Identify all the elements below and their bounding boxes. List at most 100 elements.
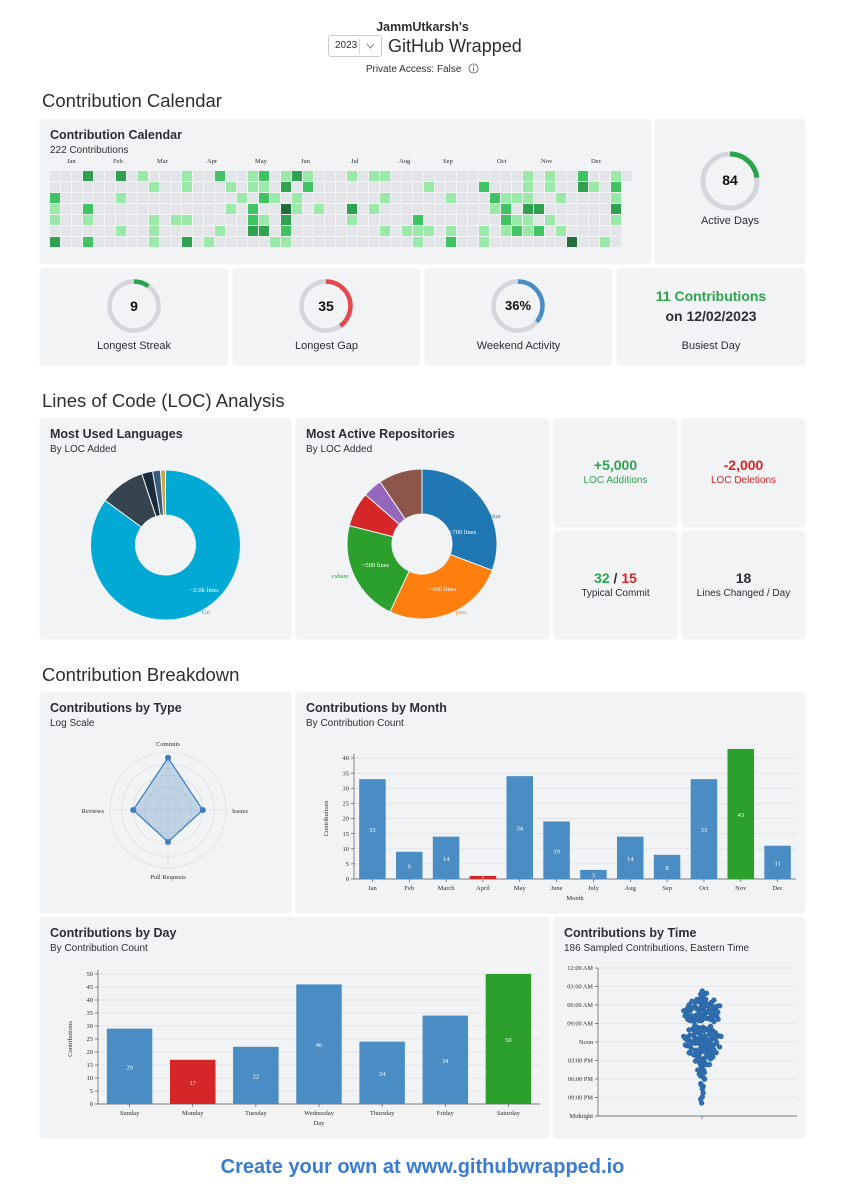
calendar-day-cell (94, 215, 104, 225)
calendar-day-cell (413, 237, 423, 247)
calendar-day-cell (281, 204, 291, 214)
private-access-row: Private Access: False (0, 63, 845, 75)
calendar-day-cell (270, 182, 280, 192)
calendar-day-cell (424, 204, 434, 214)
calendar-day-cell (611, 237, 621, 247)
x-tick-label: Monday (182, 1110, 204, 1117)
calendar-day-cell (182, 171, 192, 181)
page-title: GitHub Wrapped (388, 36, 522, 56)
calendar-day-cell (182, 215, 192, 225)
longest-gap-value: 35 (318, 298, 334, 314)
y-tick-label: 5 (90, 1088, 93, 1095)
bar-thursday (359, 1041, 405, 1104)
calendar-day-cell (501, 226, 511, 236)
y-tick-label: 15 (343, 831, 350, 838)
longest-streak-value: 9 (130, 298, 138, 314)
x-tick-label: Thursday (370, 1110, 395, 1117)
calendar-day-cell (215, 204, 225, 214)
calendar-day-cell (182, 237, 192, 247)
calendar-day-cell (457, 237, 467, 247)
section-title-breakdown: Contribution Breakdown (42, 664, 240, 685)
calendar-day-cell (556, 193, 566, 203)
calendar-day-cell (611, 215, 621, 225)
loc-additions-card: +5,000 LOC Additions (554, 418, 677, 526)
calendar-day-cell (314, 204, 324, 214)
bar-data-label: 9 (408, 863, 411, 870)
calendar-day-cell (237, 182, 247, 192)
calendar-day-cell (424, 182, 434, 192)
x-axis-title: Month (566, 895, 584, 902)
ring-progress (299, 279, 353, 333)
y-tick-label: 25 (87, 1036, 94, 1043)
calendar-day-cell (358, 193, 368, 203)
typical-commit-value: 32 / 15 (554, 570, 677, 586)
footer-cta-link[interactable]: Create your own at www.githubwrapped.io (220, 1156, 625, 1178)
y-tick-label: 5 (346, 861, 349, 868)
calendar-day-cell (545, 182, 555, 192)
calendar-day-cell (424, 237, 434, 247)
calendar-day-cell (512, 171, 522, 181)
calendar-day-cell (578, 237, 588, 247)
calendar-day-cell (468, 171, 478, 181)
calendar-day-cell (545, 226, 555, 236)
calendar-day-cell (446, 193, 456, 203)
calendar-day-cell (358, 182, 368, 192)
calendar-day-cell (556, 171, 566, 181)
weekend-activity-card: 36% Weekend Activity (425, 268, 612, 364)
time-card: Contributions by Time 186 Sampled Contri… (554, 917, 805, 1137)
calendar-day-cell (281, 215, 291, 225)
calendar-day-cell (435, 204, 445, 214)
calendar-day-cell (61, 204, 71, 214)
calendar-day-cell (567, 215, 577, 225)
calendar-day-cell (50, 193, 60, 203)
calendar-day-cell (380, 237, 390, 247)
calendar-day-cell (237, 193, 247, 203)
calendar-day-cell (369, 171, 379, 181)
lines-per-day-card: 18 Lines Changed / Day (682, 531, 805, 638)
calendar-day-cell (237, 226, 247, 236)
year-select[interactable]: 2023 (328, 35, 382, 57)
typical-commit-deletions: 15 (621, 570, 637, 586)
bar-feb (395, 851, 423, 879)
time-point (696, 1071, 702, 1077)
calendar-day-cell (523, 226, 533, 236)
info-icon[interactable] (468, 63, 479, 74)
calendar-day-cell (479, 171, 489, 181)
time-tick-label: 03:00 AM (567, 984, 593, 991)
calendar-day-cell (83, 182, 93, 192)
day-title: Contributions by Day (50, 926, 177, 940)
calendar-day-cell (534, 193, 544, 203)
x-tick-label: Aug (625, 885, 637, 892)
calendar-day-cell (512, 237, 522, 247)
y-tick-label: 15 (87, 1062, 94, 1069)
radar-axis-label: Pull Requests (150, 874, 186, 881)
calendar-day-cell (369, 193, 379, 203)
calendar-day-cell (490, 204, 500, 214)
calendar-day-cell (171, 237, 181, 247)
calendar-day-cell (523, 204, 533, 214)
calendar-day-cell (160, 215, 170, 225)
bar-data-label: 19 (553, 848, 560, 855)
time-tick-label: 06:00 PM (568, 1076, 593, 1083)
calendar-day-cell (325, 226, 335, 236)
calendar-day-cell (182, 182, 192, 192)
y-tick-label: 0 (90, 1101, 93, 1108)
calendar-day-cell (83, 204, 93, 214)
calendar-day-cell (413, 182, 423, 192)
calendar-day-cell (468, 182, 478, 192)
calendar-day-cell (138, 215, 148, 225)
calendar-month-label: Jun (301, 158, 311, 165)
calendar-day-cell (215, 193, 225, 203)
calendar-day-cell (314, 171, 324, 181)
calendar-day-cell (589, 171, 599, 181)
calendar-day-cell (347, 226, 357, 236)
calendar-day-cell (501, 193, 511, 203)
type-radar-chart: Commits Issues Pull Requests Reviews (82, 741, 249, 881)
calendar-day-cell (171, 215, 181, 225)
calendar-day-cell (127, 204, 137, 214)
type-subtitle: Log Scale (50, 718, 95, 729)
bar-tuesday (233, 1046, 279, 1104)
x-tick-label: Saturday (497, 1110, 521, 1117)
calendar-day-cell (303, 215, 313, 225)
weekend-activity-value: 36% (504, 298, 532, 313)
